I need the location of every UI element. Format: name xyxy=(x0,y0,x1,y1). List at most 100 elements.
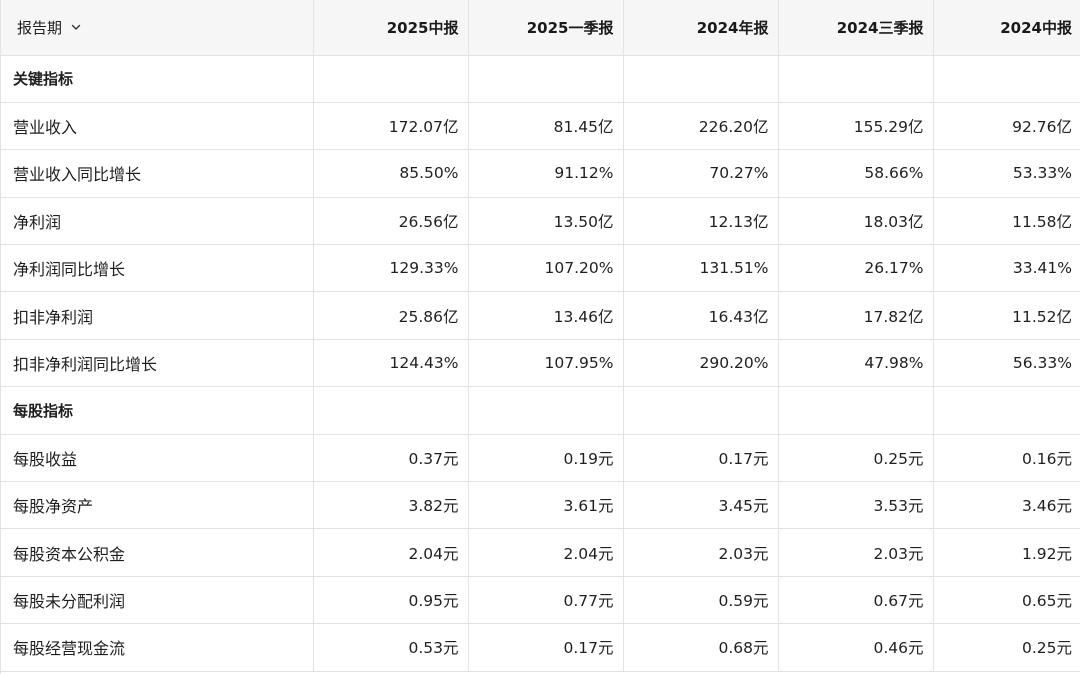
metric-value-cell: 0.77元 xyxy=(468,576,624,625)
metric-value-cell: 70.27% xyxy=(623,149,779,198)
metric-label: 扣非净利润同比增长 xyxy=(1,339,314,388)
metric-value-cell: 3.45元 xyxy=(623,481,779,530)
metric-value-cell: 124.43% xyxy=(313,339,469,388)
metric-value-cell: 290.20% xyxy=(623,339,779,388)
column-header-period-3[interactable]: 2024年报 xyxy=(623,0,779,56)
metric-value-cell: 107.95% xyxy=(468,339,624,388)
metric-value-cell: 0.53元 xyxy=(313,623,469,672)
metric-value-cell: 81.45亿 xyxy=(468,102,624,151)
empty-cell xyxy=(778,386,934,435)
metric-value-cell: 92.76亿 xyxy=(933,102,1080,151)
column-header-period-4[interactable]: 2024三季报 xyxy=(778,0,934,56)
column-header-period-1[interactable]: 2025中报 xyxy=(313,0,469,56)
metric-value-cell: 3.46元 xyxy=(933,481,1080,530)
metric-value-cell: 131.51% xyxy=(623,244,779,293)
metric-label: 营业收入同比增长 xyxy=(1,149,314,198)
metric-value-cell: 11.52亿 xyxy=(933,291,1080,340)
empty-cell xyxy=(313,55,469,103)
chevron-down-icon xyxy=(71,25,81,30)
table-row: 每股未分配利润 0.95元 0.77元 0.59元 0.67元 0.65元 xyxy=(1,576,1080,625)
metric-value-cell: 0.25元 xyxy=(933,623,1080,672)
empty-cell xyxy=(623,55,779,103)
metric-value-cell: 56.33% xyxy=(933,339,1080,388)
column-header-period-5[interactable]: 2024中报 xyxy=(933,0,1080,56)
metric-value-cell: 0.17元 xyxy=(468,623,624,672)
metric-label: 每股未分配利润 xyxy=(1,576,314,625)
section-header-row: 关键指标 xyxy=(1,55,1080,103)
metric-label: 营业收入 xyxy=(1,102,314,151)
metric-label: 每股经营现金流 xyxy=(1,623,314,672)
metric-value-cell: 155.29亿 xyxy=(778,102,934,151)
metric-value-cell: 18.03亿 xyxy=(778,197,934,246)
metric-value-cell: 0.19元 xyxy=(468,434,624,483)
table-row: 净利润同比增长 129.33% 107.20% 131.51% 26.17% 33.41% xyxy=(1,244,1080,293)
empty-cell xyxy=(623,386,779,435)
metric-value-cell: 0.37元 xyxy=(313,434,469,483)
metric-value-cell: 26.56亿 xyxy=(313,197,469,246)
column-header-period-2[interactable]: 2025一季报 xyxy=(468,0,624,56)
metric-label: 每股收益 xyxy=(1,434,314,483)
metric-value-cell: 0.46元 xyxy=(778,623,934,672)
report-period-label: 报告期 xyxy=(17,18,63,37)
table-body: 关键指标 营业收入 172.07亿 81.45亿 226.20亿 155.29亿 92.76… xyxy=(1,55,1080,672)
table-row: 每股经营现金流 0.53元 0.17元 0.68元 0.46元 0.25元 xyxy=(1,623,1080,672)
metric-label: 每股净资产 xyxy=(1,481,314,530)
metric-value-cell: 0.68元 xyxy=(623,623,779,672)
report-period-selector[interactable]: 报告期 xyxy=(17,17,82,38)
metric-value-cell: 13.46亿 xyxy=(468,291,624,340)
metric-value-cell: 13.50亿 xyxy=(468,197,624,246)
metric-value-cell: 129.33% xyxy=(313,244,469,293)
metric-value-cell: 0.25元 xyxy=(778,434,934,483)
section-header-row: 每股指标 xyxy=(1,386,1080,435)
empty-cell xyxy=(933,386,1080,435)
table-row: 每股收益 0.37元 0.19元 0.17元 0.25元 0.16元 xyxy=(1,434,1080,483)
metric-value-cell: 2.03元 xyxy=(623,528,779,577)
metric-label: 净利润 xyxy=(1,197,314,246)
empty-cell xyxy=(468,386,624,435)
metric-value-cell: 12.13亿 xyxy=(623,197,779,246)
metric-value-cell: 33.41% xyxy=(933,244,1080,293)
metric-value-cell: 0.65元 xyxy=(933,576,1080,625)
metric-value-cell: 226.20亿 xyxy=(623,102,779,151)
metric-value-cell: 2.04元 xyxy=(468,528,624,577)
empty-cell xyxy=(313,386,469,435)
metric-value-cell: 0.67元 xyxy=(778,576,934,625)
metric-value-cell: 91.12% xyxy=(468,149,624,198)
metric-value-cell: 47.98% xyxy=(778,339,934,388)
period-column-header[interactable]: 报告期 xyxy=(1,0,314,56)
table-header-row: 报告期 2025中报 2025一季报 2024年报 2024三季报 2024中报 xyxy=(1,0,1080,56)
empty-cell xyxy=(468,55,624,103)
metric-label: 净利润同比增长 xyxy=(1,244,314,293)
metric-value-cell: 107.20% xyxy=(468,244,624,293)
metric-value-cell: 17.82亿 xyxy=(778,291,934,340)
metric-label: 扣非净利润 xyxy=(1,291,314,340)
metric-label: 每股资本公积金 xyxy=(1,528,314,577)
empty-cell xyxy=(933,55,1080,103)
metric-value-cell: 25.86亿 xyxy=(313,291,469,340)
metric-value-cell: 3.61元 xyxy=(468,481,624,530)
metric-value-cell: 0.17元 xyxy=(623,434,779,483)
table-row: 扣非净利润同比增长 124.43% 107.95% 290.20% 47.98% 56.3… xyxy=(1,339,1080,388)
metric-value-cell: 16.43亿 xyxy=(623,291,779,340)
metric-value-cell: 0.95元 xyxy=(313,576,469,625)
table-row: 每股资本公积金 2.04元 2.04元 2.03元 2.03元 1.92元 xyxy=(1,528,1080,577)
metric-value-cell: 3.53元 xyxy=(778,481,934,530)
metric-value-cell: 172.07亿 xyxy=(313,102,469,151)
table-row: 营业收入 172.07亿 81.45亿 226.20亿 155.29亿 92.76亿 xyxy=(1,102,1080,151)
table-row: 营业收入同比增长 85.50% 91.12% 70.27% 58.66% 53.33% xyxy=(1,149,1080,198)
table-row: 每股净资产 3.82元 3.61元 3.45元 3.53元 3.46元 xyxy=(1,481,1080,530)
metric-value-cell: 11.58亿 xyxy=(933,197,1080,246)
metric-value-cell: 26.17% xyxy=(778,244,934,293)
metric-value-cell: 3.82元 xyxy=(313,481,469,530)
metric-value-cell: 1.92元 xyxy=(933,528,1080,577)
metric-value-cell: 0.16元 xyxy=(933,434,1080,483)
metric-value-cell: 0.59元 xyxy=(623,576,779,625)
table-row: 净利润 26.56亿 13.50亿 12.13亿 18.03亿 11.58亿 xyxy=(1,197,1080,246)
section-title: 关键指标 xyxy=(1,55,314,103)
metric-value-cell: 2.03元 xyxy=(778,528,934,577)
empty-cell xyxy=(778,55,934,103)
section-title: 每股指标 xyxy=(1,386,314,435)
table-row: 扣非净利润 25.86亿 13.46亿 16.43亿 17.82亿 11.52亿 xyxy=(1,291,1080,340)
